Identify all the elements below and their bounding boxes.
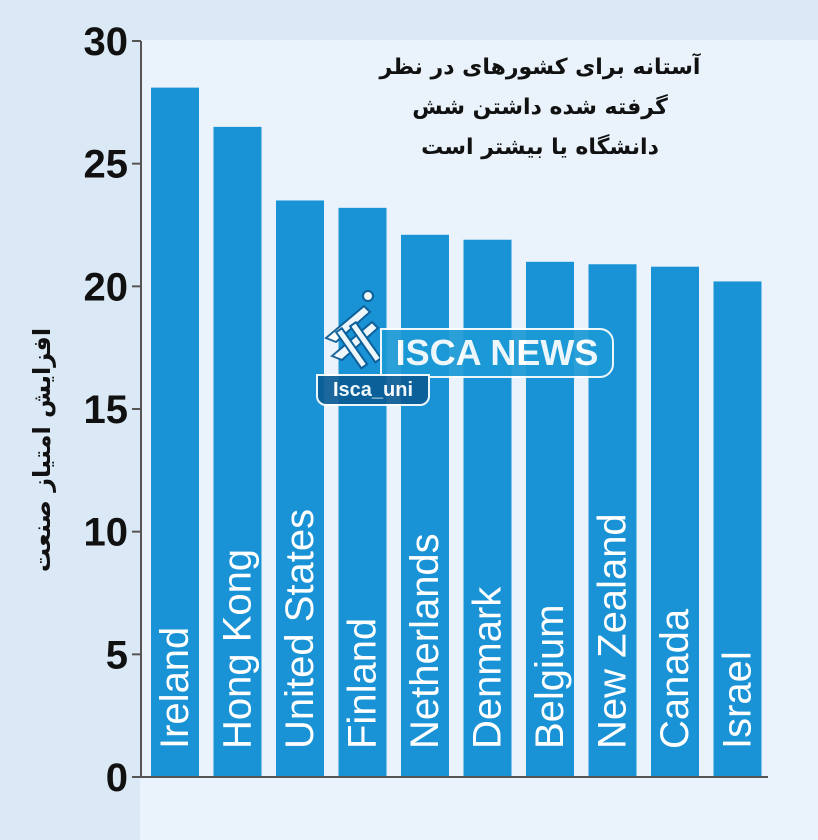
y-tick-label: 5 [106,633,128,677]
bar [338,207,387,777]
y-tick-label: 30 [84,20,129,64]
y-tick-label: 20 [84,265,129,309]
chart-title: آستانه برای کشورهای در نظر گرفته شده داش… [330,48,750,168]
bar-category-label: Netherlands [403,533,447,749]
bar [651,266,699,777]
isca-logo-icon [324,290,383,370]
bar-category-label: United States [278,509,322,749]
bar-category-label: Canada [653,608,697,749]
title-line-2: گرفته شده داشتن شش [412,95,668,120]
y-tick-label: 0 [106,756,128,800]
bar-category-label: Belgium [528,604,572,749]
isca-news-watermark: ISCA NEWS Isca_uni [312,286,614,406]
y-tick-label: 10 [84,511,129,555]
bar [713,281,762,777]
title-line-1: آستانه برای کشورهای در نظر [379,55,701,80]
bar [401,234,449,777]
y-axis-label: افزایش امتیاز صنعت [28,327,56,573]
bar-category-label: Finland [341,618,385,749]
title-line-3: دانشگاه یا بیشتر است [421,135,659,160]
watermark-handle: Isca_uni [316,374,430,406]
bar [213,126,262,777]
bar [151,87,199,777]
bar-category-label: Israel [716,651,760,749]
watermark-brand: ISCA NEWS [380,328,614,378]
bar-category-label: Ireland [153,627,197,749]
bar-category-label: New Zealand [591,513,635,749]
bar-category-label: Hong Kong [216,549,260,749]
bar [276,200,324,777]
y-tick-label: 25 [84,143,129,187]
y-tick-label: 15 [84,388,129,432]
bar-category-label: Denmark [466,586,510,749]
